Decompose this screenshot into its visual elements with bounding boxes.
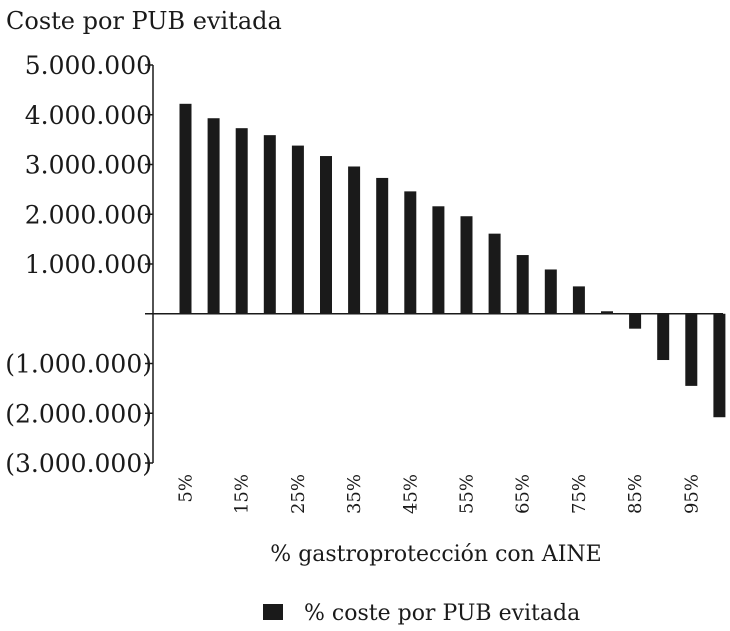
bar — [291, 145, 304, 314]
bar — [320, 156, 332, 314]
y-tick-label: 2.000.000 — [25, 200, 152, 229]
y-tick-label: (1.000.000) — [5, 350, 152, 379]
y-tick-label: 5.000.000 — [25, 51, 152, 80]
y-tick-label: (2.000.000) — [5, 399, 152, 428]
legend-swatch — [263, 604, 283, 620]
y-tick-label: 3.000.000 — [25, 151, 152, 180]
x-axis-title: % gastroprotección con AINE — [270, 542, 601, 567]
x-tick-label: 65% — [513, 474, 534, 514]
bar — [713, 313, 726, 418]
bar — [601, 311, 613, 314]
bar — [629, 313, 642, 329]
bar — [376, 177, 389, 314]
bar — [235, 128, 248, 314]
x-tick-label: 35% — [344, 474, 365, 514]
x-tick-label: 55% — [457, 474, 478, 514]
x-tick-label: 25% — [288, 474, 309, 514]
y-tick-label: 1.000.000 — [25, 250, 152, 279]
legend-label: % coste por PUB evitada — [304, 601, 580, 626]
bar — [572, 286, 585, 314]
bar — [488, 233, 501, 314]
chart-title: Coste por PUB evitada — [6, 7, 282, 35]
bar — [460, 216, 473, 314]
bar — [404, 191, 417, 314]
x-tick-label: 85% — [625, 474, 646, 514]
bar — [657, 313, 670, 361]
y-axis: 5.000.000 4.000.000 3.000.000 2.000.000 1.00… — [5, 51, 154, 478]
bar — [179, 103, 192, 314]
bar — [516, 255, 529, 314]
bar — [432, 206, 445, 314]
x-tick-label: 75% — [569, 474, 590, 514]
bar — [207, 118, 220, 314]
x-tick-label: 5% — [176, 474, 197, 503]
bar — [544, 269, 557, 314]
bar — [263, 135, 276, 314]
x-axis: 5% 15% 25% 35% 45% 55% 65% 75% 85% 95% — [153, 313, 723, 514]
x-tick-label: 15% — [232, 474, 253, 514]
y-tick-label: (3.000.000) — [5, 449, 152, 478]
bar-series — [179, 103, 726, 418]
legend: % coste por PUB evitada — [263, 601, 580, 626]
bar — [348, 166, 361, 314]
y-tick-label: 4.000.000 — [25, 101, 152, 130]
x-tick-label: 45% — [400, 474, 421, 514]
bar — [685, 313, 698, 386]
x-tick-label: 95% — [681, 474, 702, 514]
